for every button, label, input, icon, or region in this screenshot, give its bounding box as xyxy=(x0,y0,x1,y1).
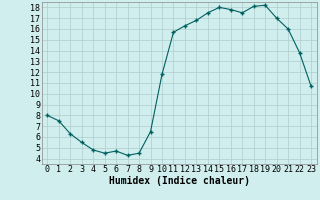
X-axis label: Humidex (Indice chaleur): Humidex (Indice chaleur) xyxy=(109,176,250,186)
